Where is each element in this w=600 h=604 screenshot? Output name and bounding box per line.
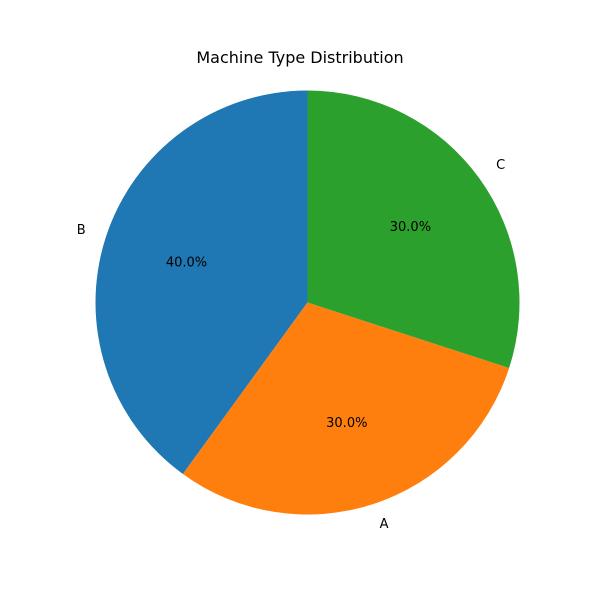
slice-percent-A: 30.0% xyxy=(326,416,367,431)
slice-percent-B: 40.0% xyxy=(166,256,207,271)
chart-title: Machine Type Distribution xyxy=(196,48,404,67)
labels-layer: B 40.0% A 30.0% C 30.0% xyxy=(77,158,505,532)
slice-percent-C: 30.0% xyxy=(390,220,431,235)
pie-slice-A xyxy=(182,302,510,515)
slice-label-A: A xyxy=(380,517,389,532)
pie-slice-C xyxy=(307,90,520,369)
pie-slice-B xyxy=(95,90,308,475)
slices-layer xyxy=(95,90,520,515)
slice-label-C: C xyxy=(496,158,505,173)
slice-label-B: B xyxy=(77,223,86,238)
